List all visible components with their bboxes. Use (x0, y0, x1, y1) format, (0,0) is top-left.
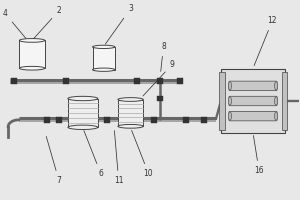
FancyBboxPatch shape (229, 96, 277, 106)
Bar (201, 117, 207, 123)
Ellipse shape (228, 97, 232, 105)
Text: 9: 9 (143, 60, 175, 96)
Text: 7: 7 (46, 136, 62, 185)
Text: 16: 16 (254, 136, 264, 175)
Text: 3: 3 (105, 4, 133, 44)
Bar (92, 47, 115, 70)
Ellipse shape (274, 82, 278, 90)
FancyBboxPatch shape (229, 111, 277, 121)
Ellipse shape (92, 68, 115, 71)
Bar (281, 72, 287, 130)
Text: 4: 4 (3, 9, 26, 38)
Text: 10: 10 (132, 130, 153, 178)
Bar (11, 78, 17, 84)
Bar (219, 72, 224, 130)
Bar (158, 96, 164, 101)
Text: 11: 11 (114, 131, 123, 185)
Ellipse shape (68, 96, 98, 101)
Ellipse shape (228, 82, 232, 90)
Bar (183, 117, 189, 123)
Bar (63, 78, 69, 84)
Bar (158, 78, 164, 84)
Text: 2: 2 (34, 6, 61, 38)
Bar (20, 40, 45, 68)
Bar (44, 117, 50, 123)
FancyBboxPatch shape (229, 81, 277, 91)
Bar (177, 78, 183, 84)
Bar (221, 69, 285, 133)
Bar (134, 78, 140, 84)
Ellipse shape (274, 112, 278, 120)
Ellipse shape (274, 97, 278, 105)
Bar (56, 117, 62, 123)
Ellipse shape (20, 39, 45, 42)
Ellipse shape (68, 125, 98, 129)
Bar (104, 117, 110, 123)
Bar (152, 117, 158, 123)
Bar (68, 99, 98, 127)
Ellipse shape (20, 66, 45, 70)
Text: 12: 12 (254, 16, 277, 66)
Text: 8: 8 (161, 42, 166, 71)
Text: 6: 6 (84, 130, 103, 178)
Ellipse shape (118, 124, 143, 128)
Bar (118, 100, 143, 126)
Ellipse shape (92, 45, 115, 49)
Ellipse shape (228, 112, 232, 120)
Ellipse shape (118, 98, 143, 101)
